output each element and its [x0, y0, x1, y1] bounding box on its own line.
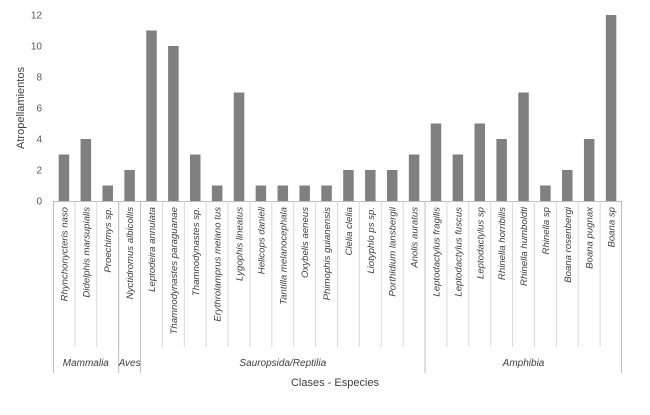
- x-category-label: Liotyphlo ps sp.: [366, 207, 377, 274]
- x-category-label: Clelia clelia: [344, 207, 355, 256]
- group-label: Sauropsida/Reptilia: [239, 358, 326, 369]
- y-tick-label: 2: [36, 166, 42, 177]
- bar: [168, 46, 179, 201]
- y-tick-label: 0: [36, 197, 42, 208]
- x-category-label: Tantilla melanocephala: [278, 207, 289, 305]
- x-category-label: Phimophis guianensis: [322, 207, 333, 301]
- x-category-label: Rhinella horribilis: [497, 207, 508, 280]
- bar: [540, 185, 551, 201]
- x-category-label: Thamnodynastes paraguanae: [169, 207, 180, 334]
- bar: [211, 185, 223, 201]
- bar: [386, 170, 398, 201]
- bar: [321, 185, 332, 201]
- bar: [430, 123, 442, 201]
- bar: [562, 170, 573, 201]
- x-category-label: Proechimys sp.: [103, 207, 114, 273]
- x-category-label: Leptodactylus fragilis: [431, 207, 442, 297]
- bar: [102, 185, 113, 201]
- bar: [190, 154, 201, 201]
- group-label: Mammalia: [63, 358, 110, 369]
- x-category-label: Boana rosenbergi: [563, 206, 574, 283]
- bar: [583, 139, 595, 201]
- y-tick-label: 4: [36, 135, 42, 146]
- bar: [408, 154, 420, 201]
- group-labels: Mammalia Aves Sauropsida/Reptilia Amphibia: [63, 358, 545, 369]
- x-category-label: Rhinella sp: [541, 206, 552, 254]
- x-category-label: Thamnodynastes sp.: [191, 207, 202, 296]
- axes: [53, 201, 622, 373]
- bar: [255, 185, 267, 201]
- group-label: Aves: [118, 358, 141, 369]
- x-category-label: Anolis auratus: [410, 207, 421, 269]
- bar: [299, 185, 310, 201]
- x-category-label: Didelphis marsupialis: [81, 207, 92, 298]
- bar: [124, 170, 135, 201]
- x-category-label: Leptodactylus sp: [475, 206, 486, 279]
- bar: [343, 170, 354, 201]
- x-category-label: Oxybelis aeneus: [300, 207, 311, 278]
- group-dividers: [118, 201, 426, 373]
- x-category-label: Erythrolamprus melano tus: [213, 207, 224, 322]
- x-axis-category-labels: Rhynchonycteris naso Didelphis marsupiali…: [59, 206, 617, 335]
- bar: [58, 154, 70, 201]
- x-category-label: Boana sp: [607, 206, 618, 247]
- x-category-label: Rhynchonycteris naso: [59, 206, 70, 301]
- y-axis-ticks: 0 2 4 6 8 10 12: [31, 11, 43, 208]
- bar: [80, 139, 92, 201]
- bars: [58, 15, 617, 201]
- y-tick-label: 6: [36, 104, 42, 115]
- y-axis-title: Atropellamientos: [15, 67, 27, 149]
- bar: [496, 139, 507, 201]
- bar: [365, 170, 376, 201]
- x-category-label: Leptodeira annulata: [147, 207, 158, 292]
- x-category-label: Porthidium lansbergii: [388, 206, 399, 296]
- x-category-label: Rhinella humboldti: [519, 206, 530, 286]
- group-label: Amphibia: [502, 358, 545, 369]
- bar: [277, 185, 289, 201]
- bar: [518, 92, 529, 201]
- bar: [146, 30, 157, 201]
- bar: [474, 123, 485, 201]
- bar: [233, 92, 245, 201]
- x-category-label: Leptodactylus fuscus: [453, 207, 464, 297]
- x-axis-title: Clases - Especies: [291, 377, 380, 389]
- x-category-label: Helicops danieli: [256, 206, 267, 274]
- x-category-label: Lygophis lineatus: [235, 207, 246, 281]
- bar: [452, 154, 464, 201]
- bar: [605, 15, 617, 201]
- y-tick-label: 8: [36, 73, 42, 84]
- x-category-label: Nyctidromus albicollis: [125, 207, 136, 299]
- y-tick-label: 10: [31, 42, 43, 53]
- y-tick-label: 12: [31, 11, 43, 22]
- x-category-label: Boana pugnax: [585, 206, 596, 269]
